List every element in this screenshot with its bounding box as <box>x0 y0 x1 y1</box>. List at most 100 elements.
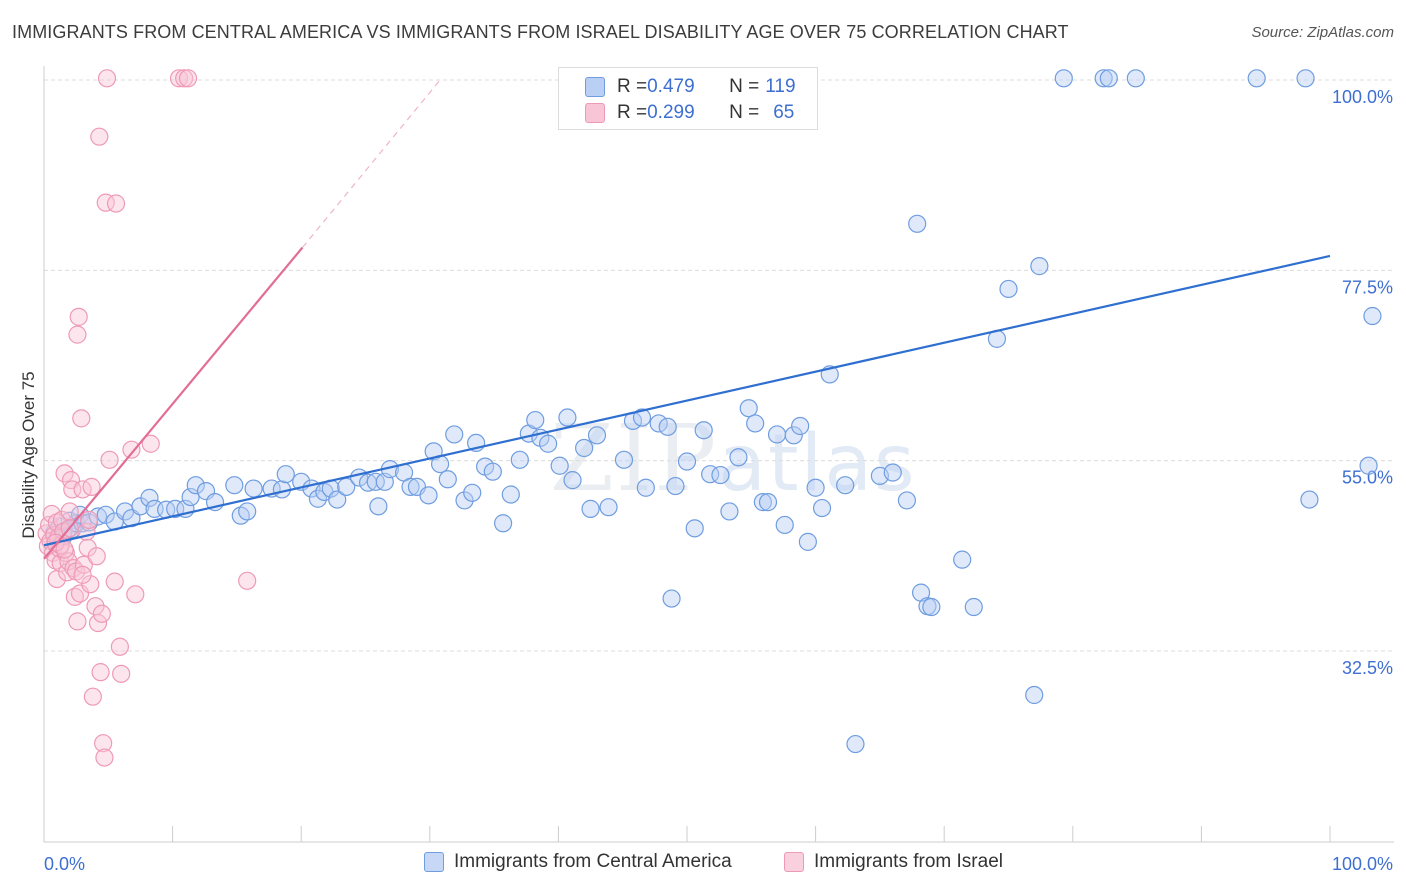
point-israel <box>64 558 83 578</box>
n-value: 65 <box>773 102 795 123</box>
point-central-america <box>758 493 778 512</box>
point-israel <box>141 434 160 453</box>
point-israel <box>81 575 100 594</box>
point-israel <box>126 585 145 604</box>
point-central-america <box>140 488 159 507</box>
point-israel <box>105 572 124 591</box>
point-central-america <box>1094 69 1113 88</box>
point-central-america <box>806 478 825 497</box>
point-central-america <box>463 483 482 502</box>
point-israel <box>82 477 101 496</box>
point-central-america <box>1025 685 1044 705</box>
y-tick-label: 77.5% <box>1342 277 1393 297</box>
point-israel <box>92 604 111 623</box>
point-central-america <box>369 497 388 516</box>
y-tick-label: 55.0% <box>1342 468 1393 488</box>
point-central-america <box>526 410 545 430</box>
point-central-america <box>632 408 652 427</box>
point-central-america <box>575 438 594 458</box>
point-central-america <box>798 532 817 551</box>
point-central-america <box>746 414 765 433</box>
point-central-america <box>1030 257 1049 276</box>
point-central-america <box>614 450 634 469</box>
point-central-america <box>1126 69 1145 88</box>
point-israel <box>94 734 113 753</box>
n-label: N = <box>729 76 760 97</box>
point-israel <box>91 663 110 682</box>
point-central-america <box>1359 456 1378 475</box>
point-central-america <box>753 493 772 512</box>
point-central-america <box>96 505 115 524</box>
data-points <box>37 69 1382 767</box>
point-israel <box>110 637 129 656</box>
point-central-america <box>767 425 787 444</box>
point-central-america <box>685 519 704 538</box>
point-central-america <box>711 465 730 485</box>
point-israel <box>65 587 84 606</box>
tick-labels: 32.5% 55.0% 77.5% 100.0% 0.0% 100.0% <box>44 87 1393 874</box>
point-israel <box>63 480 82 499</box>
point-israel <box>95 748 114 767</box>
stats-row-israel: R = 0.299 N = 65 <box>585 100 794 126</box>
trend-lines <box>43 79 1331 560</box>
point-israel <box>122 440 141 459</box>
point-central-america <box>401 477 420 496</box>
point-central-america <box>999 279 1018 299</box>
point-central-america <box>846 734 865 754</box>
point-central-america <box>1099 69 1118 88</box>
point-central-america <box>922 597 941 617</box>
point-central-america <box>238 502 257 521</box>
n-value: 119 <box>765 76 796 97</box>
point-central-america <box>510 450 529 469</box>
legend-swatch-israel <box>784 852 804 872</box>
point-central-america <box>501 485 520 504</box>
point-central-america <box>720 502 739 521</box>
point-central-america <box>908 214 927 233</box>
point-central-america <box>419 486 438 505</box>
point-central-america <box>636 478 655 497</box>
point-israel <box>175 69 194 88</box>
zipatlas-watermark: ZIPatlas <box>550 405 917 512</box>
y-axis-label: Disability Age Over 75 <box>19 371 38 538</box>
trend-line-central-america <box>43 254 1331 547</box>
point-central-america <box>883 463 902 482</box>
point-central-america <box>550 456 569 475</box>
point-central-america <box>836 476 855 495</box>
point-central-america <box>438 470 457 489</box>
point-central-america <box>658 417 677 436</box>
point-israel <box>70 584 90 603</box>
point-central-america <box>244 479 263 498</box>
legend-item-israel[interactable]: Immigrants from Israel <box>784 851 1003 873</box>
point-central-america <box>599 498 618 517</box>
stats-swatch-central-america <box>585 77 605 97</box>
y-tick-label: 100.0% <box>1332 87 1393 107</box>
chart-legend: Immigrants from Central America Immigran… <box>0 851 1406 879</box>
point-central-america <box>662 589 681 608</box>
r-value: 0.299 <box>647 102 695 123</box>
point-central-america <box>328 490 347 509</box>
point-israel <box>73 565 92 584</box>
point-central-america <box>729 448 748 467</box>
point-israel <box>79 510 99 529</box>
point-central-america <box>701 465 720 484</box>
point-israel <box>68 325 87 344</box>
legend-label: Immigrants from Central America <box>454 851 732 872</box>
grid-lines <box>44 79 1394 652</box>
point-central-america <box>166 499 185 518</box>
point-central-america <box>494 514 513 533</box>
point-israel <box>88 613 108 633</box>
legend-item-central-america[interactable]: Immigrants from Central America <box>424 851 732 873</box>
legend-swatch-central-america <box>424 852 444 872</box>
point-central-america <box>1247 69 1266 88</box>
point-central-america <box>276 465 295 484</box>
point-central-america <box>791 416 810 436</box>
point-central-america <box>897 491 917 510</box>
point-israel <box>97 69 117 88</box>
point-central-america <box>784 426 803 445</box>
point-israel <box>42 504 61 524</box>
point-central-america <box>739 399 758 418</box>
stats-swatch-israel <box>585 103 605 123</box>
point-central-america <box>677 452 697 471</box>
point-central-america <box>225 476 244 495</box>
